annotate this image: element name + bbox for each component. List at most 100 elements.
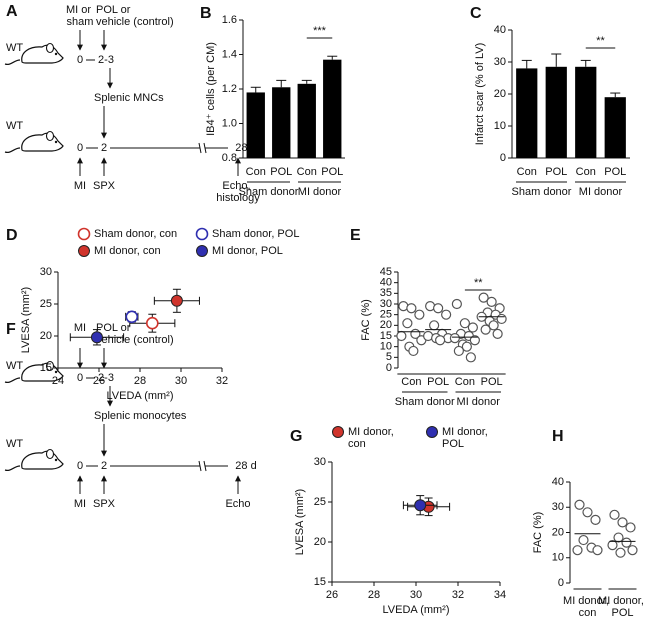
legend-marker <box>426 426 438 438</box>
legend-label: Sham donor, con <box>94 228 177 240</box>
bar <box>604 97 626 158</box>
x-tick-label: 26 <box>326 589 338 601</box>
panel-label: H <box>552 428 564 445</box>
x-tick-label: 32 <box>452 589 464 601</box>
y-tick-label: 25 <box>314 496 326 508</box>
y-tick-label: 30 <box>380 298 392 310</box>
y-axis-label: FAC (%) <box>532 512 544 554</box>
event-label: MI or sham <box>66 4 94 28</box>
mouse-icon <box>4 132 64 153</box>
data-point <box>592 545 603 556</box>
legend-marker <box>196 245 208 257</box>
legend-marker <box>195 227 209 241</box>
data-point <box>496 313 507 325</box>
data-point <box>574 499 585 510</box>
legend-marker <box>78 245 90 257</box>
y-tick-label: 30 <box>552 501 564 513</box>
x-tick-label: POL <box>545 166 567 178</box>
event-label: MI <box>74 322 86 334</box>
transfer-label: Splenic MNCs <box>94 92 164 104</box>
data-point <box>414 499 427 512</box>
data-point <box>461 341 472 352</box>
panel-label: C <box>470 5 482 22</box>
x-tick-label: Con <box>517 166 537 178</box>
significance-label: ** <box>474 277 483 289</box>
x-tick-label: Con <box>297 166 317 178</box>
y-tick-label: 1.4 <box>222 48 237 60</box>
x-tick-label: Con <box>455 376 475 388</box>
data-point <box>451 298 462 310</box>
y-tick-label: 1.2 <box>222 83 237 95</box>
y-axis-label: IB4⁺ cells (per CM) <box>205 42 217 136</box>
strain-label: WT <box>6 438 23 450</box>
data-point <box>615 547 626 558</box>
x-tick-label: MI donor, POL <box>598 595 647 619</box>
time-label: 0 <box>77 142 83 154</box>
group-label: Sham donor <box>239 186 299 198</box>
data-point <box>465 352 476 363</box>
group-label: MI donor <box>298 186 342 198</box>
y-tick-label: 20 <box>40 330 52 342</box>
data-point <box>486 296 497 307</box>
y-tick-label: 15 <box>314 576 326 588</box>
panel-label: B <box>200 5 212 22</box>
y-tick-label: 25 <box>40 298 52 310</box>
bar <box>246 92 265 158</box>
x-axis-label: LVEDA (mm²) <box>106 390 173 402</box>
bar <box>323 59 342 158</box>
y-tick-label: 10 <box>552 552 564 564</box>
significance-label: *** <box>313 25 327 37</box>
group-label: Sham donor <box>395 396 455 408</box>
x-axis-label: LVEDA (mm²) <box>382 604 449 616</box>
legend-label: MI donor, POL <box>442 426 491 450</box>
data-point <box>578 534 589 546</box>
bar <box>516 68 538 158</box>
data-point <box>414 309 425 320</box>
time-label: 0 <box>77 372 83 384</box>
y-tick-label: 0 <box>386 362 392 374</box>
panel-label: G <box>290 428 302 445</box>
x-tick-label: MI donor, con <box>563 595 612 619</box>
significance-label: ** <box>596 35 605 47</box>
mouse-ear <box>45 42 55 54</box>
mouse-ear <box>45 130 55 142</box>
event-label: MI <box>74 180 86 192</box>
data-point <box>469 335 480 346</box>
data-point <box>406 303 417 314</box>
strain-label: WT <box>6 42 23 54</box>
data-point <box>488 320 499 331</box>
event-label: POL or vehicle (control) <box>96 4 174 28</box>
data-point <box>408 345 419 357</box>
data-point <box>146 316 159 330</box>
x-tick-label: 28 <box>368 589 380 601</box>
data-point <box>170 294 183 307</box>
y-axis-label: LVESA (mm²) <box>294 489 306 555</box>
legend-label: MI donor, con <box>94 245 161 257</box>
panel-label: A <box>6 3 18 20</box>
bar <box>545 66 567 158</box>
data-point <box>627 545 638 556</box>
y-tick-label: 20 <box>314 536 326 548</box>
legend-marker <box>77 227 91 241</box>
y-tick-label: 0.8 <box>222 152 237 164</box>
x-tick-label: 30 <box>175 375 187 387</box>
legend-label: MI donor, con <box>348 426 397 450</box>
time-label: 0 <box>77 460 83 472</box>
data-point <box>449 333 460 344</box>
y-tick-label: 25 <box>380 309 392 321</box>
y-tick-label: 30 <box>494 56 506 68</box>
legend-label: MI donor, POL <box>212 245 283 257</box>
data-point <box>90 331 103 344</box>
y-tick-label: 35 <box>380 287 392 299</box>
time-label: 2-3 <box>98 372 114 384</box>
y-tick-label: 20 <box>494 88 506 100</box>
y-tick-label: 10 <box>494 120 506 132</box>
y-tick-label: 40 <box>380 277 392 289</box>
x-tick-label: POL <box>321 166 343 178</box>
x-tick-label: POL <box>270 166 292 178</box>
data-point <box>478 292 489 303</box>
y-tick-label: 20 <box>552 526 564 538</box>
data-point <box>625 522 636 533</box>
bar <box>272 87 291 158</box>
